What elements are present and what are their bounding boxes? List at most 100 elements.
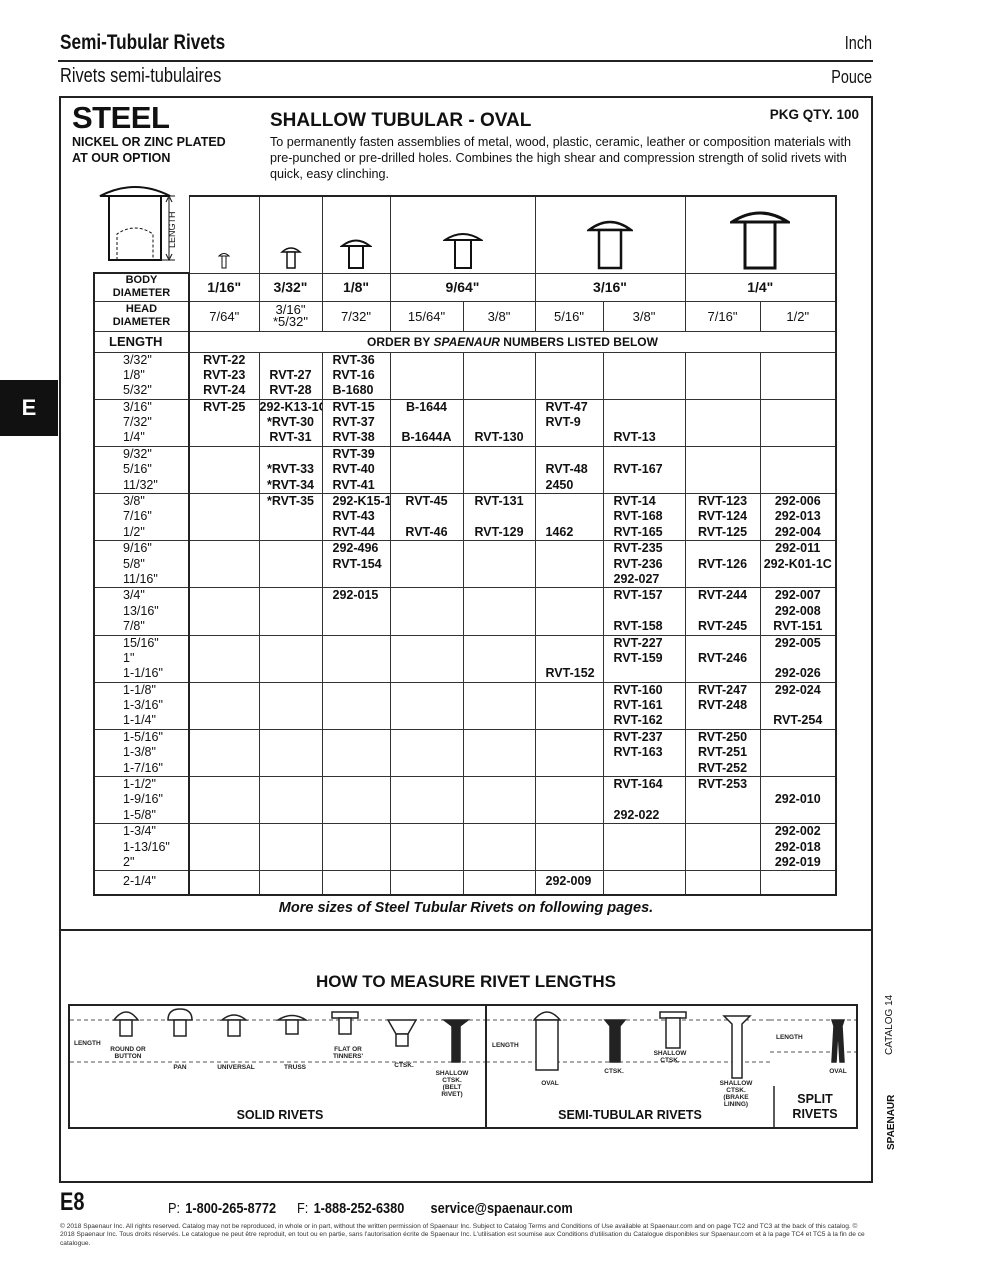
part-number	[190, 666, 259, 681]
part-number	[464, 730, 535, 745]
part-number	[260, 619, 322, 634]
part-number: RVT-157	[613, 588, 663, 603]
part-number-cell: *RVT-35	[258, 493, 323, 542]
rivet-length: 1-5/8"	[123, 807, 156, 822]
part-number	[464, 604, 535, 619]
part-number	[761, 874, 836, 889]
part-number	[464, 874, 535, 889]
part-number: *RVT-33	[266, 462, 314, 477]
part-number-cell	[258, 587, 323, 636]
part-number	[464, 651, 535, 666]
part-number-cell	[462, 351, 536, 400]
part-number: B-1644A	[401, 430, 452, 445]
part-number-cell: RVT-22 RVT-23 RVT-24	[188, 351, 260, 400]
part-number-cell: RVT-235 RVT-236 292-027	[602, 540, 686, 589]
part-number	[686, 713, 760, 728]
part-number	[333, 572, 390, 587]
part-number-cell	[389, 351, 464, 400]
part-number-cell: 292-002 292-018 292-019	[759, 823, 837, 872]
semi-tubular-rivets-label: SEMI-TUBULAR RIVETS	[558, 1108, 702, 1122]
part-number: RVT-126	[697, 556, 748, 571]
part-number-cell: RVT-164 292-022	[602, 776, 686, 825]
part-number	[761, 462, 836, 477]
head-diameter: 7/16"	[684, 300, 761, 332]
rivet-length: 1-1/4"	[123, 713, 156, 728]
rivet-length: 1-5/16"	[123, 729, 163, 744]
rivet-length: 1/2"	[123, 524, 145, 539]
part-number-cell: RVT-167	[602, 445, 686, 495]
part-number	[546, 730, 603, 745]
part-number-cell: RVT-246	[684, 634, 761, 683]
part-number	[391, 792, 463, 807]
part-number: 292-027	[613, 571, 660, 586]
part-number: RVT-25	[203, 399, 246, 414]
length-header: LENGTH	[93, 330, 190, 353]
part-number-cell	[321, 728, 391, 778]
part-number: 292-004	[774, 524, 821, 539]
part-number	[546, 713, 603, 728]
part-number	[761, 777, 836, 792]
part-number	[686, 447, 760, 462]
part-number-cell	[684, 351, 761, 400]
part-number: RVT-246	[697, 650, 748, 665]
part-number	[260, 666, 322, 681]
email-link[interactable]: service@spaenaur.com	[430, 1200, 573, 1217]
part-number-cell	[759, 398, 837, 447]
diagram-label: CTSK.	[394, 1062, 414, 1069]
part-number: RVT-124	[697, 509, 748, 524]
part-number: RVT-46	[405, 524, 448, 539]
body-diameter: 3/16"	[534, 272, 686, 302]
part-number-cell	[534, 351, 604, 400]
part-number	[761, 808, 836, 823]
part-number	[464, 683, 535, 698]
part-number	[464, 840, 535, 855]
part-number: 292-002	[774, 824, 821, 839]
part-number	[761, 430, 836, 445]
part-number	[333, 651, 390, 666]
part-number	[190, 636, 259, 651]
catalog-label: CATALOG 14	[884, 994, 895, 1055]
part-number: RVT-162	[613, 713, 663, 728]
part-number: 292-005	[774, 635, 821, 650]
part-number	[391, 698, 463, 713]
part-number: RVT-250	[697, 729, 748, 744]
body-diameter-label: BODY DIAMETER	[93, 272, 190, 302]
part-number-cell	[258, 540, 323, 589]
part-number	[391, 651, 463, 666]
part-number	[391, 808, 463, 823]
part-number	[190, 588, 259, 603]
part-number	[391, 415, 463, 430]
part-number	[761, 572, 836, 587]
part-number-cell	[188, 776, 260, 825]
part-number-cell	[534, 587, 604, 636]
part-number	[333, 761, 390, 776]
table-row-group: 9/16" 5/8" 11/16" 292-496 RVT-154 RVT-235 RVT-…	[93, 540, 837, 589]
part-number	[391, 874, 463, 889]
part-number	[546, 447, 603, 462]
part-number	[546, 494, 603, 509]
part-number: RVT-22	[203, 352, 246, 367]
part-number	[546, 683, 603, 698]
part-number	[190, 415, 259, 430]
part-number-cell	[684, 823, 761, 872]
part-number	[546, 855, 603, 870]
part-number-cell	[188, 823, 260, 872]
part-number: 292-013	[774, 509, 821, 524]
table-row-group: 3/16" 7/32" 1/4" RVT-25 292-K13-1C *RVT-30 RVT…	[93, 398, 837, 447]
part-number	[761, 353, 836, 368]
head-diameter: 5/16"	[534, 300, 604, 332]
part-number: RVT-131	[474, 494, 524, 509]
part-number-cell: RVT-253	[684, 776, 761, 825]
part-number	[333, 855, 390, 870]
part-number	[686, 415, 760, 430]
part-number	[614, 353, 685, 368]
part-number	[190, 604, 259, 619]
part-number	[686, 383, 760, 398]
part-number-cell: RVT-247 RVT-248	[684, 681, 761, 730]
part-number	[260, 840, 322, 855]
part-number-cell	[389, 728, 464, 778]
part-number-cell	[462, 445, 536, 495]
part-number-cell: RVT-237 RVT-163	[602, 728, 686, 778]
part-number	[260, 557, 322, 572]
part-number: RVT-130	[474, 430, 524, 445]
